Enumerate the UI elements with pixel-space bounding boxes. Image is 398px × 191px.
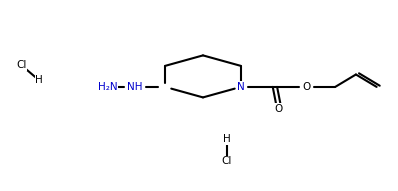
Text: O: O: [274, 104, 283, 114]
Text: H: H: [223, 134, 231, 144]
Text: NH: NH: [127, 82, 143, 92]
Text: N: N: [237, 82, 245, 92]
Text: Cl: Cl: [16, 60, 26, 70]
Text: O: O: [302, 82, 311, 92]
Text: Cl: Cl: [222, 156, 232, 166]
Text: H₂N: H₂N: [98, 82, 117, 92]
Text: H: H: [35, 75, 43, 85]
